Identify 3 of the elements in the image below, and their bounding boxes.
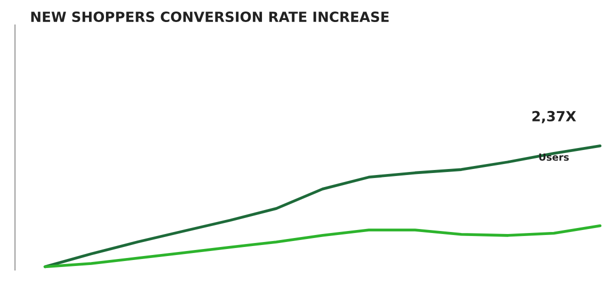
series-label: Users <box>539 154 569 161</box>
chart-title: NEW SHOPPERS CONVERSION RATE INCREASE <box>31 12 389 22</box>
text: 2,37X <box>532 110 576 124</box>
